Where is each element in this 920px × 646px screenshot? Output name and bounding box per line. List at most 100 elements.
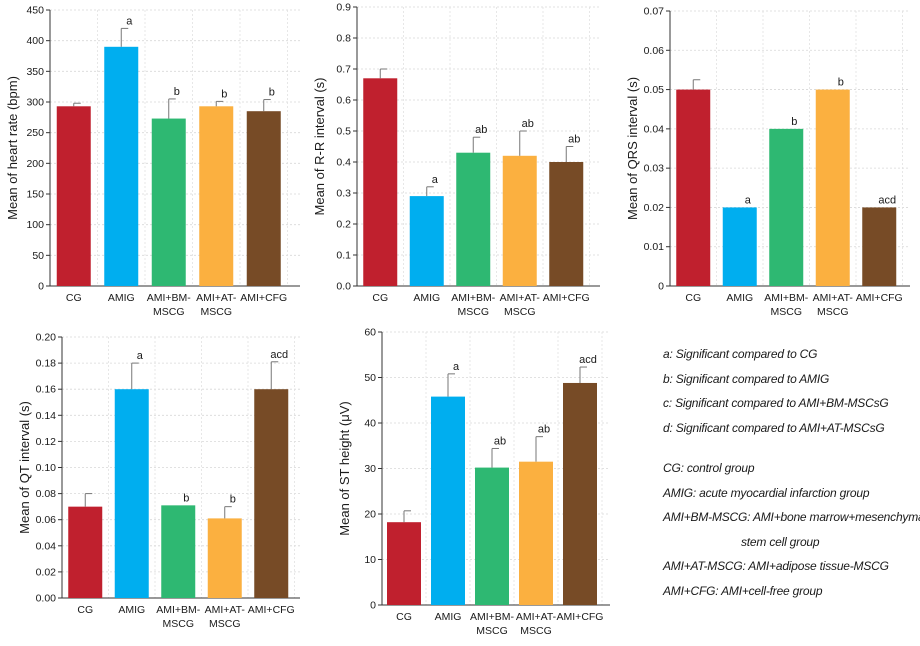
- y-tick-label: 0.06: [644, 45, 665, 57]
- significance-label: acd: [270, 349, 288, 361]
- y-axis-title: Mean of QT interval (s): [17, 401, 32, 534]
- legend-group-cfg: AMI+CFG: AMI+cell-free group: [663, 583, 823, 598]
- y-tick-label: 0.10: [36, 462, 57, 474]
- legend-group-at: AMI+AT-MSCG: AMI+adipose tissue-MSCG: [663, 559, 889, 573]
- y-tick-label: 0.2: [336, 219, 351, 231]
- x-tick-label: AMIG: [726, 292, 753, 304]
- y-tick-label: 0.04: [36, 540, 57, 552]
- bar: [549, 162, 584, 286]
- y-tick-label: 100: [26, 219, 44, 231]
- x-tick-label: CG: [396, 611, 412, 623]
- significance-label: a: [453, 361, 460, 373]
- y-tick-label: 450: [26, 5, 44, 17]
- legend-group-bm-cont: stem cell group: [741, 534, 820, 549]
- significance-label: ab: [522, 118, 534, 130]
- bar: [207, 518, 242, 598]
- legend-significance-d: d: Significant compared to AMI+AT-MSCsG: [663, 420, 885, 435]
- bar: [862, 207, 897, 286]
- bar: [104, 46, 139, 286]
- bar: [519, 461, 553, 605]
- bar: [722, 207, 757, 286]
- legend-group-cg: CG: control group: [663, 461, 755, 475]
- y-tick-label: 0.8: [336, 33, 351, 45]
- x-tick-label: CG: [372, 292, 388, 304]
- y-tick-label: 50: [364, 372, 376, 384]
- x-tick-label: AMI+CFG: [543, 292, 590, 304]
- x-tick-label: MSCG: [201, 306, 233, 318]
- y-tick-label: 0.01: [644, 241, 665, 253]
- y-tick-label: 0.00: [36, 593, 57, 605]
- bar: [475, 467, 509, 605]
- y-tick-label: 0: [38, 281, 44, 293]
- y-tick-label: 0: [370, 600, 376, 612]
- legend-group-amig: AMIG: acute myocardial infarction group: [663, 485, 870, 500]
- y-tick-label: 20: [364, 509, 376, 521]
- y-tick-label: 0.12: [36, 436, 57, 448]
- bar: [769, 128, 804, 286]
- y-tick-label: 0.14: [36, 410, 57, 422]
- bar: [56, 106, 91, 286]
- y-tick-label: 10: [364, 554, 376, 566]
- x-tick-label: AMI+CFG: [248, 604, 295, 616]
- y-tick-label: 30: [364, 463, 376, 475]
- x-tick-label: AMI+BM-: [470, 611, 515, 623]
- x-tick-label: MSCG: [520, 625, 552, 637]
- bar: [676, 89, 711, 286]
- y-axis-title: Mean of heart rate (bpm): [5, 76, 20, 220]
- y-tick-label: 400: [26, 35, 44, 47]
- significance-label: ab: [475, 124, 487, 136]
- x-tick-label: AMIG: [435, 611, 462, 623]
- x-tick-label: CG: [66, 292, 82, 304]
- bar: [563, 382, 597, 605]
- y-tick-label: 60: [364, 327, 376, 339]
- y-tick-label: 0.1: [336, 250, 351, 262]
- bar: [161, 505, 196, 598]
- x-tick-label: AMI+CFG: [856, 292, 903, 304]
- significance-label: acd: [579, 354, 597, 366]
- y-tick-label: 0.18: [36, 358, 57, 370]
- y-axis-title: Mean of ST height (μV): [337, 401, 352, 535]
- bar: [114, 389, 149, 598]
- x-tick-label: MSCG: [504, 306, 536, 318]
- x-tick-label: AMIG: [108, 292, 135, 304]
- significance-label: b: [791, 116, 797, 128]
- x-tick-label: AMI+BM-: [156, 604, 201, 616]
- y-tick-label: 0.02: [36, 566, 57, 578]
- y-tick-label: 0.03: [644, 163, 665, 175]
- x-tick-label: AMI+BM-: [764, 292, 809, 304]
- x-tick-label: MSCG: [163, 618, 195, 630]
- bar: [246, 111, 281, 286]
- x-tick-label: MSCG: [817, 306, 849, 318]
- significance-label: ab: [538, 424, 550, 436]
- y-axis-title: Mean of QRS interval (s): [625, 77, 640, 220]
- y-axis-title: Mean of R-R interval (s): [312, 78, 327, 216]
- significance-label: ab: [494, 435, 506, 447]
- y-tick-label: 300: [26, 97, 44, 109]
- x-tick-label: AMI+CFG: [240, 292, 287, 304]
- x-tick-label: AMI+BM-: [147, 292, 192, 304]
- x-tick-label: MSCG: [153, 306, 185, 318]
- y-tick-label: 0.20: [36, 332, 57, 344]
- x-tick-label: AMI+AT-: [516, 611, 557, 623]
- bar: [387, 522, 421, 605]
- bar: [409, 196, 444, 286]
- y-tick-label: 0.08: [36, 488, 57, 500]
- significance-label: b: [269, 87, 275, 99]
- y-tick-label: 0.16: [36, 384, 57, 396]
- y-tick-label: 350: [26, 66, 44, 78]
- x-tick-label: AMI+AT-: [500, 292, 541, 304]
- y-tick-label: 0.02: [644, 202, 665, 214]
- significance-label: b: [221, 88, 227, 100]
- bar: [431, 396, 465, 605]
- x-tick-label: AMI+AT-: [813, 292, 854, 304]
- bar: [502, 155, 537, 286]
- bar: [68, 506, 103, 598]
